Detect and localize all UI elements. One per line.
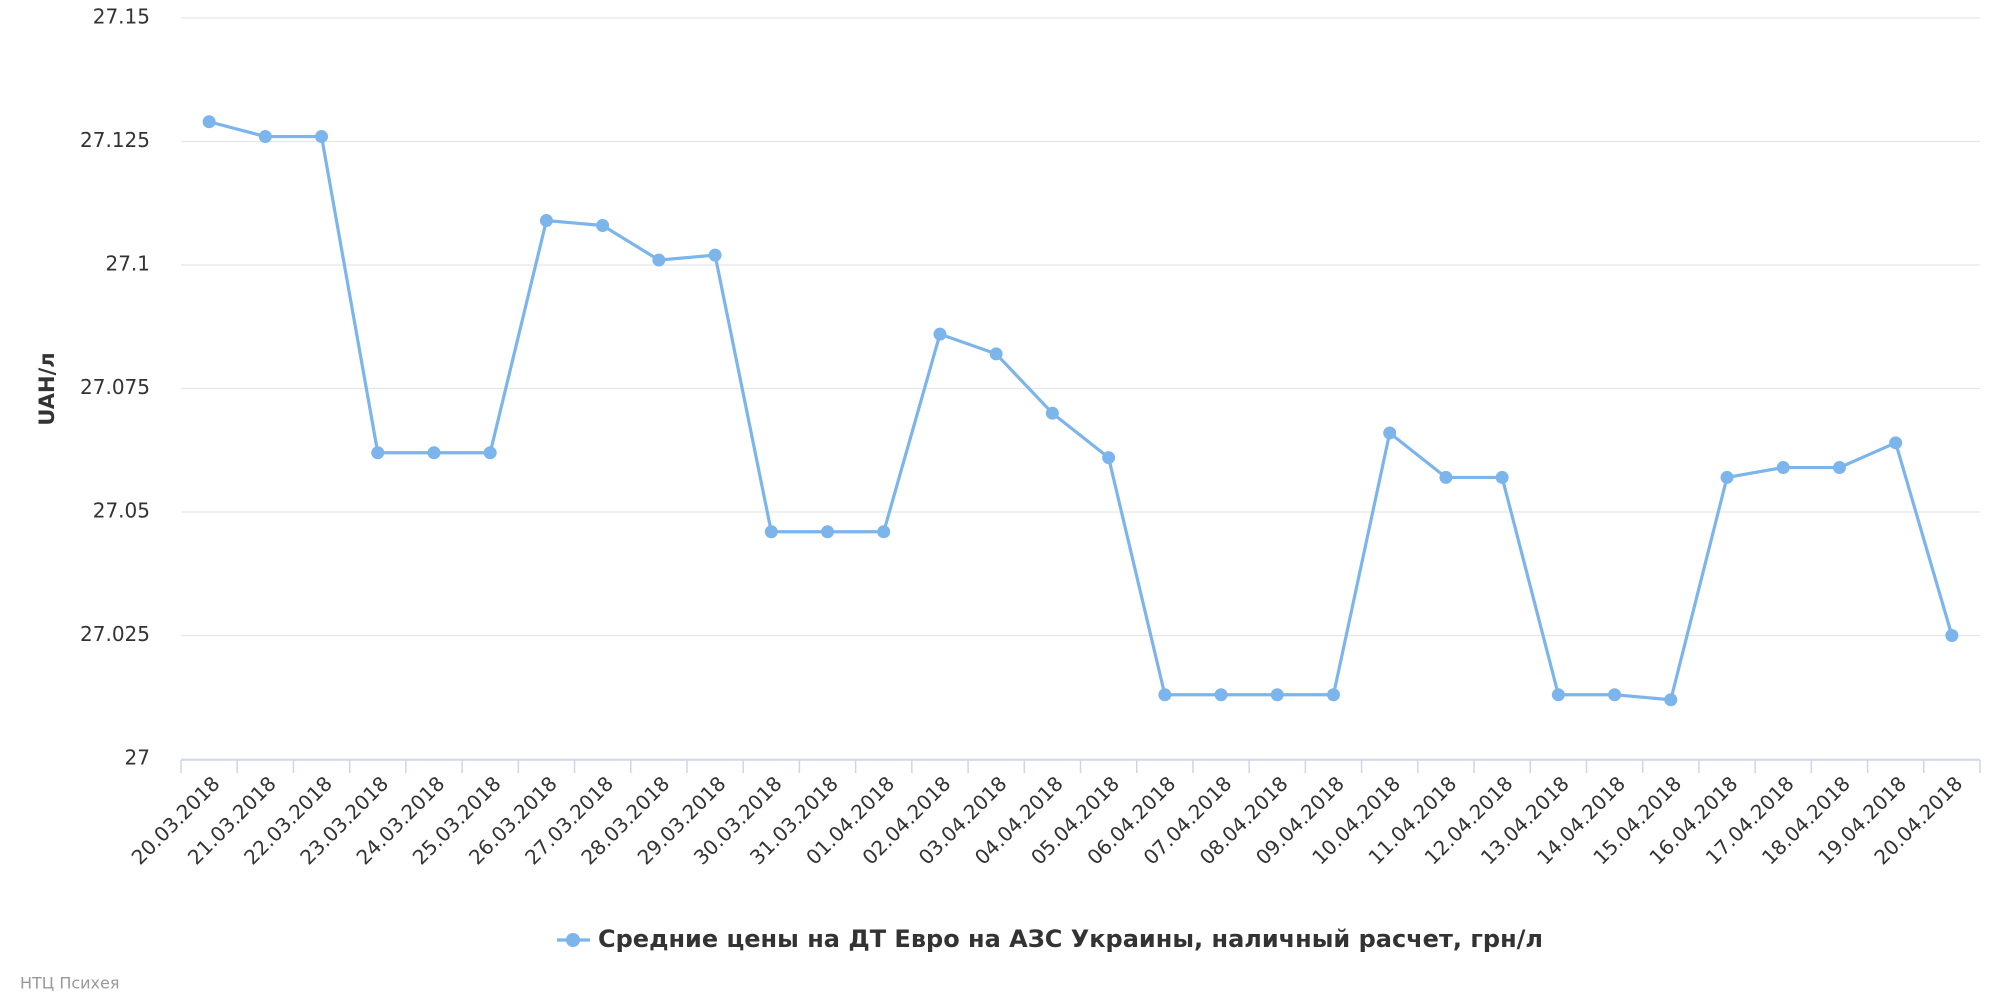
data-point bbox=[483, 446, 497, 460]
data-point bbox=[1720, 470, 1734, 484]
data-point bbox=[708, 248, 722, 262]
y-tick-label: 27.025 bbox=[80, 622, 150, 646]
legend-marker bbox=[566, 933, 580, 947]
data-point bbox=[202, 115, 216, 129]
data-point bbox=[1439, 470, 1453, 484]
data-point bbox=[1664, 693, 1678, 707]
data-point bbox=[1776, 461, 1790, 475]
data-point bbox=[877, 525, 891, 539]
data-point bbox=[1214, 688, 1228, 702]
data-point bbox=[371, 446, 385, 460]
data-point bbox=[315, 130, 329, 144]
credits: НТЦ Психея bbox=[20, 974, 119, 993]
data-point bbox=[1326, 688, 1340, 702]
y-tick-label: 27.05 bbox=[93, 499, 150, 523]
y-tick-label: 27 bbox=[125, 746, 150, 770]
data-point bbox=[427, 446, 441, 460]
data-point bbox=[1608, 688, 1622, 702]
data-point bbox=[596, 218, 610, 232]
data-point bbox=[1551, 688, 1565, 702]
y-tick-label: 27.075 bbox=[80, 375, 150, 399]
y-tick-label: 27.1 bbox=[105, 252, 150, 276]
data-point bbox=[764, 525, 778, 539]
data-point bbox=[1383, 426, 1397, 440]
data-point bbox=[989, 347, 1003, 361]
data-point bbox=[1102, 451, 1116, 465]
data-point bbox=[1270, 688, 1284, 702]
y-tick-label: 27.15 bbox=[93, 5, 150, 29]
data-point bbox=[258, 130, 272, 144]
data-point bbox=[1158, 688, 1172, 702]
data-point bbox=[539, 214, 553, 228]
legend-label: Средние цены на ДТ Евро на АЗС Украины, … bbox=[598, 925, 1543, 953]
data-point bbox=[1045, 406, 1059, 420]
data-point bbox=[1832, 461, 1846, 475]
data-point bbox=[933, 327, 947, 341]
data-point bbox=[1945, 629, 1959, 642]
y-axis-title: UAH/л bbox=[35, 352, 59, 425]
series-line bbox=[208, 120, 1954, 702]
data-point bbox=[1889, 436, 1903, 450]
y-tick-label: 27.125 bbox=[80, 128, 150, 152]
data-point bbox=[821, 525, 835, 539]
data-point bbox=[1495, 470, 1509, 484]
data-point bbox=[652, 253, 666, 267]
